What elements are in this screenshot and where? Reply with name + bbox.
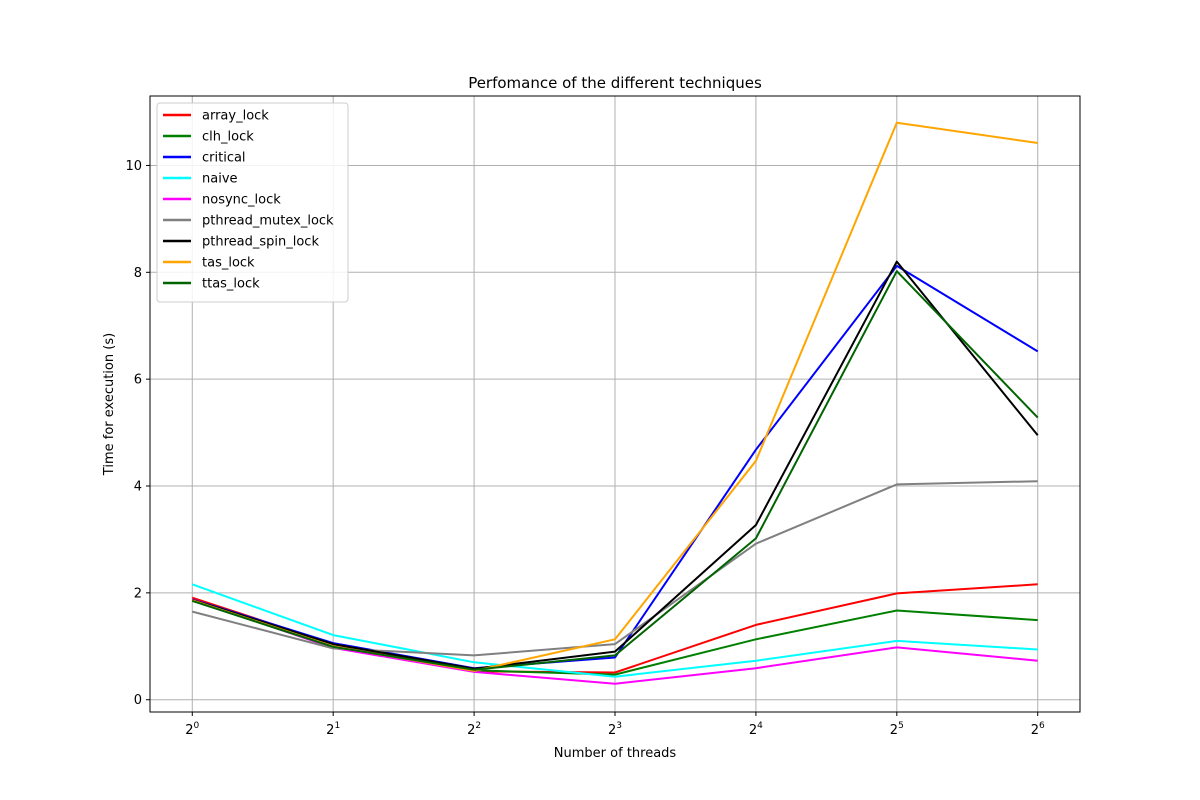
x-tick-base: 2 xyxy=(608,723,616,738)
x-tick-label: 20 xyxy=(185,721,199,738)
series-lines xyxy=(191,121,1039,685)
legend-label: nosync_lock xyxy=(202,193,281,208)
legend-box xyxy=(156,102,349,303)
legend-label: tas_lock xyxy=(202,256,255,271)
legend-label: critical xyxy=(202,151,246,166)
legend-label: clh_lock xyxy=(202,130,254,145)
y-tick-label: 6 xyxy=(134,373,142,388)
x-tick-label: 23 xyxy=(608,721,622,738)
y-tick-label: 4 xyxy=(134,480,142,495)
y-tick-label: 0 xyxy=(134,693,142,708)
y-axis-label: Time for execution (s) xyxy=(102,333,117,476)
x-tick-base: 2 xyxy=(467,723,475,738)
chart-title: Perfomance of the different techniques xyxy=(468,74,762,92)
x-tick-exponent: 0 xyxy=(194,721,200,731)
legend-label: pthread_spin_lock xyxy=(202,235,319,250)
x-tick-exponent: 2 xyxy=(475,721,481,731)
x-tick-label: 21 xyxy=(326,721,340,738)
x-tick-exponent: 6 xyxy=(1039,721,1045,731)
legend-label: array_lock xyxy=(202,109,269,124)
x-tick-base: 2 xyxy=(890,723,898,738)
x-axis-label: Number of threads xyxy=(554,746,677,761)
y-axis-ticks: 0 2 4 6 8 10 xyxy=(125,159,150,708)
y-tick-label: 8 xyxy=(134,266,142,281)
series-line-pthread-mutex-lock xyxy=(192,480,1038,657)
series-line-pthread-spin-lock xyxy=(192,260,1039,670)
x-tick-base: 2 xyxy=(326,723,334,738)
legend-label: naive xyxy=(202,172,238,187)
x-tick-label: 25 xyxy=(890,721,904,738)
x-tick-exponent: 3 xyxy=(616,721,622,731)
legend: array_lock clh_lock critical naive nosync_lo… xyxy=(156,102,349,303)
y-tick-label: 2 xyxy=(134,586,142,601)
x-tick-exponent: 4 xyxy=(757,721,763,731)
series-line-ttas-lock xyxy=(191,270,1039,671)
x-tick-label: 24 xyxy=(749,721,763,738)
y-tick-label: 10 xyxy=(125,159,142,174)
x-tick-label: 26 xyxy=(1031,721,1045,738)
x-tick-label: 22 xyxy=(467,721,481,738)
legend-label: pthread_mutex_lock xyxy=(202,214,334,229)
x-tick-exponent: 1 xyxy=(334,721,340,731)
x-tick-exponent: 5 xyxy=(898,721,904,731)
series-line-naive xyxy=(191,583,1038,678)
legend-label: ttas_lock xyxy=(202,277,260,292)
x-tick-base: 2 xyxy=(185,723,193,738)
grid-lines xyxy=(150,96,1080,712)
x-axis-ticks: 20 21 22 23 24 25 26 xyxy=(185,712,1045,738)
x-tick-base: 2 xyxy=(749,723,757,738)
x-tick-base: 2 xyxy=(1031,723,1039,738)
